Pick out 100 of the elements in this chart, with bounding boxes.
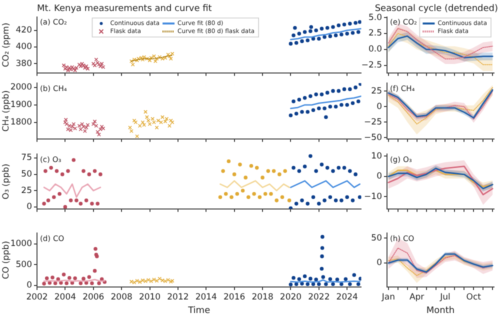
- point: [77, 124, 82, 128]
- point: [254, 166, 259, 170]
- point: [72, 158, 76, 162]
- point: [311, 36, 316, 41]
- point: [308, 276, 312, 281]
- point: [308, 29, 312, 34]
- point: [58, 192, 62, 196]
- point: [252, 192, 256, 196]
- point: [129, 129, 134, 134]
- point: [356, 100, 360, 104]
- point: [311, 195, 316, 200]
- point: [73, 126, 78, 130]
- point: [246, 195, 250, 200]
- point: [149, 279, 154, 284]
- y-tick-label: −2.5: [361, 60, 382, 70]
- point: [52, 195, 56, 200]
- point: [90, 202, 94, 206]
- point: [317, 36, 321, 41]
- point: [345, 102, 350, 107]
- point: [314, 169, 318, 173]
- point: [128, 126, 132, 130]
- point: [354, 86, 358, 90]
- point: [342, 166, 346, 170]
- point: [345, 195, 350, 200]
- point: [44, 276, 49, 280]
- y-axis-title: O₃ (ppb): [1, 164, 12, 200]
- point: [73, 276, 77, 280]
- point: [324, 115, 328, 120]
- point: [314, 28, 318, 32]
- point: [86, 66, 90, 71]
- point: [230, 195, 234, 200]
- point: [294, 40, 298, 45]
- point: [240, 188, 245, 193]
- point: [82, 169, 86, 173]
- x-tick-label: 2020: [280, 292, 302, 302]
- point: [63, 205, 68, 209]
- point: [283, 169, 287, 173]
- point: [340, 102, 344, 107]
- y-tick-label: 1800: [10, 118, 32, 128]
- y-tick-label: 400: [16, 42, 32, 52]
- point: [297, 98, 302, 102]
- point: [334, 33, 338, 38]
- point: [306, 38, 310, 42]
- point: [74, 198, 78, 202]
- point: [350, 101, 355, 106]
- point: [308, 154, 312, 158]
- point: [302, 274, 307, 278]
- point: [226, 159, 231, 164]
- point: [294, 112, 298, 116]
- x-tick-label: 2008: [110, 292, 132, 302]
- point: [308, 94, 312, 98]
- x-tick-label: 2024: [336, 292, 358, 302]
- y-tick-label: 25: [371, 86, 382, 96]
- point: [70, 124, 74, 129]
- point: [292, 100, 296, 104]
- point: [244, 176, 248, 180]
- y-tick-label: 1900: [10, 100, 32, 110]
- point: [293, 26, 297, 30]
- point: [274, 198, 279, 202]
- y-tick-label: 0: [376, 172, 382, 182]
- x-tick-label: 2022: [308, 292, 330, 302]
- point: [59, 280, 63, 285]
- point: [356, 282, 360, 286]
- point: [294, 202, 298, 206]
- point: [354, 20, 358, 25]
- point: [311, 108, 316, 112]
- point: [288, 42, 293, 46]
- point: [322, 198, 326, 202]
- point: [334, 104, 338, 109]
- x-tick-label: Oct: [466, 292, 482, 302]
- point: [348, 87, 352, 92]
- point: [87, 172, 92, 176]
- point: [292, 166, 296, 170]
- point: [68, 198, 73, 202]
- point: [288, 282, 293, 286]
- point: [320, 266, 324, 271]
- point: [92, 268, 97, 273]
- point: [348, 169, 352, 173]
- point: [325, 166, 330, 170]
- point: [348, 22, 352, 26]
- point: [87, 275, 92, 279]
- x-tick-label: 2006: [82, 292, 104, 302]
- point: [292, 33, 296, 38]
- y-tick-label: 2000: [10, 82, 32, 93]
- x-tick-label: 2010: [138, 292, 161, 302]
- point: [309, 25, 314, 29]
- point: [320, 92, 324, 96]
- point: [344, 277, 348, 282]
- x-tick-label: 2002: [26, 292, 48, 302]
- point: [342, 22, 346, 26]
- point: [340, 282, 344, 286]
- x-tick-label: Jan: [380, 292, 395, 302]
- point: [322, 35, 326, 39]
- point: [331, 89, 335, 93]
- point: [356, 30, 360, 34]
- y-tick-label: 2.5: [368, 28, 382, 39]
- point: [152, 278, 156, 282]
- point: [300, 198, 304, 202]
- y-tick-label: 0: [26, 202, 32, 212]
- point: [164, 116, 169, 121]
